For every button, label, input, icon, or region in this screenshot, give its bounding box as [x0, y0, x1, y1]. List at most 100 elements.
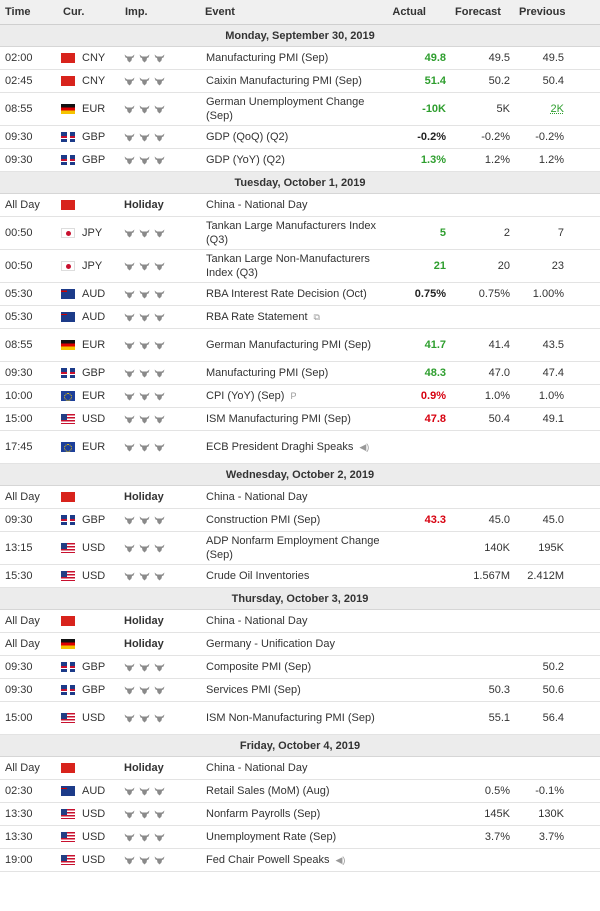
event-name-cell[interactable]: Manufacturing PMI (Sep)	[200, 46, 380, 70]
event-row[interactable]: 09:30 GBP GDP (QoQ) (Q2) -0.2% -0.2% -0.2%	[0, 125, 600, 149]
event-name-cell[interactable]: GDP (YoY) (Q2)	[200, 148, 380, 172]
event-name[interactable]: RBA Interest Rate Decision (Oct)	[206, 288, 367, 300]
event-name-cell[interactable]: Retail Sales (MoM) (Aug)	[200, 779, 380, 803]
event-name[interactable]: Caixin Manufacturing PMI (Sep)	[206, 75, 362, 87]
event-name-cell[interactable]: Germany - Unification Day	[200, 632, 380, 656]
event-name-cell[interactable]: RBA Rate Statement ⧉	[200, 305, 380, 329]
event-name-cell[interactable]: CPI (YoY) (Sep) P	[200, 384, 380, 408]
event-name-cell[interactable]: China - National Day	[200, 193, 380, 217]
event-row[interactable]: 00:50 JPY Tankan Large Manufacturers Index…	[0, 216, 600, 250]
event-name[interactable]: Germany - Unification Day	[206, 638, 335, 650]
event-row[interactable]: 09:30 GBP GDP (YoY) (Q2) 1.3% 1.2% 1.2%	[0, 148, 600, 172]
event-row[interactable]: 13:30 USD Unemployment Rate (Sep) 3.7% 3.7%	[0, 825, 600, 849]
event-name[interactable]: China - National Day	[206, 199, 308, 211]
event-name-cell[interactable]: ECB President Draghi Speaks ◀)	[200, 430, 380, 464]
event-name-cell[interactable]: Tankan Large Non-Manufacturers Index (Q3…	[200, 249, 380, 283]
event-name[interactable]: Tankan Large Manufacturers Index (Q3)	[206, 220, 376, 246]
event-row[interactable]: 19:00 USD Fed Chair Powell Speaks ◀)	[0, 848, 600, 872]
event-row[interactable]: All Day Holiday China - National Day	[0, 756, 600, 780]
event-name-cell[interactable]: Composite PMI (Sep)	[200, 655, 380, 679]
header-time[interactable]: Time	[0, 0, 58, 25]
event-row[interactable]: 09:30 GBP Composite PMI (Sep) 50.2	[0, 655, 600, 679]
event-row[interactable]: 15:00 USD ISM Non-Manufacturing PMI (Sep) 5…	[0, 701, 600, 735]
event-name-cell[interactable]: China - National Day	[200, 609, 380, 633]
header-actual[interactable]: Actual	[380, 0, 450, 25]
event-row[interactable]: 02:45 CNY Caixin Manufacturing PMI (Sep) 51…	[0, 69, 600, 93]
event-row[interactable]: All Day Holiday China - National Day	[0, 609, 600, 633]
event-name[interactable]: Retail Sales (MoM) (Aug)	[206, 785, 330, 797]
event-name[interactable]: Fed Chair Powell Speaks	[206, 853, 330, 866]
event-name[interactable]: China - National Day	[206, 762, 308, 774]
header-importance[interactable]: Imp.	[120, 0, 200, 25]
event-name[interactable]: GDP (YoY) (Q2)	[206, 154, 285, 166]
event-name-cell[interactable]: China - National Day	[200, 485, 380, 509]
event-name[interactable]: German Unemployment Change (Sep)	[206, 96, 365, 122]
event-name-cell[interactable]: ISM Manufacturing PMI (Sep)	[200, 407, 380, 431]
event-row[interactable]: 05:30 AUD RBA Rate Statement ⧉	[0, 305, 600, 329]
event-name-cell[interactable]: Services PMI (Sep)	[200, 678, 380, 702]
event-name-cell[interactable]: Manufacturing PMI (Sep)	[200, 361, 380, 385]
event-name[interactable]: Tankan Large Non-Manufacturers Index (Q3…	[206, 253, 370, 279]
event-name[interactable]: RBA Rate Statement	[206, 310, 308, 323]
event-row[interactable]: 13:30 USD Nonfarm Payrolls (Sep) 145K 130K	[0, 802, 600, 826]
event-row[interactable]: 15:30 USD Crude Oil Inventories 1.567M 2.412…	[0, 564, 600, 588]
header-currency[interactable]: Cur.	[58, 0, 120, 25]
event-name[interactable]: GDP (QoQ) (Q2)	[206, 131, 289, 143]
event-name[interactable]: China - National Day	[206, 491, 308, 503]
event-name[interactable]: CPI (YoY) (Sep)	[206, 389, 285, 402]
event-name-cell[interactable]: ADP Nonfarm Employment Change (Sep)	[200, 531, 380, 565]
header-forecast[interactable]: Forecast	[450, 0, 514, 25]
event-name[interactable]: China - National Day	[206, 615, 308, 627]
header-previous[interactable]: Previous	[514, 0, 600, 25]
event-name-cell[interactable]: Tankan Large Manufacturers Index (Q3)	[200, 216, 380, 250]
event-name-cell[interactable]: RBA Interest Rate Decision (Oct)	[200, 282, 380, 306]
event-row[interactable]: 02:00 CNY Manufacturing PMI (Sep) 49.8 49.5 4…	[0, 46, 600, 70]
event-row[interactable]: 15:00 USD ISM Manufacturing PMI (Sep) 47.8 5…	[0, 407, 600, 431]
de-flag-icon	[61, 104, 75, 115]
event-row[interactable]: 05:30 AUD RBA Interest Rate Decision (Oct)…	[0, 282, 600, 306]
event-name[interactable]: Composite PMI (Sep)	[206, 661, 312, 673]
event-name[interactable]: ISM Manufacturing PMI (Sep)	[206, 413, 351, 425]
event-row[interactable]: All Day Holiday China - National Day	[0, 193, 600, 217]
event-name[interactable]: Crude Oil Inventories	[206, 570, 310, 582]
event-name-cell[interactable]: GDP (QoQ) (Q2)	[200, 125, 380, 149]
event-name-cell[interactable]: Caixin Manufacturing PMI (Sep)	[200, 69, 380, 93]
event-name[interactable]: Construction PMI (Sep)	[206, 514, 321, 526]
bull-importance-icon	[139, 810, 150, 819]
event-row[interactable]: All Day Holiday Germany - Unification Day	[0, 632, 600, 656]
event-name[interactable]: ISM Non-Manufacturing PMI (Sep)	[206, 712, 375, 724]
event-row[interactable]: 00:50 JPY Tankan Large Non-Manufacturers I…	[0, 249, 600, 283]
event-row[interactable]: 09:30 GBP Construction PMI (Sep) 43.3 45.0 45…	[0, 508, 600, 532]
event-time: All Day	[0, 756, 58, 780]
event-name-cell[interactable]: Fed Chair Powell Speaks ◀)	[200, 848, 380, 872]
event-name-cell[interactable]: Nonfarm Payrolls (Sep)	[200, 802, 380, 826]
event-name-cell[interactable]: German Unemployment Change (Sep)	[200, 92, 380, 126]
event-row[interactable]: All Day Holiday China - National Day	[0, 485, 600, 509]
event-name[interactable]: Nonfarm Payrolls (Sep)	[206, 808, 321, 820]
event-row[interactable]: 17:45 EUR ECB President Draghi Speaks ◀)	[0, 430, 600, 464]
bull-importance-icon	[139, 290, 150, 299]
header-event[interactable]: Event	[200, 0, 380, 25]
event-name[interactable]: German Manufacturing PMI (Sep)	[206, 339, 372, 351]
event-row[interactable]: 08:55 EUR German Manufacturing PMI (Sep) 41…	[0, 328, 600, 362]
event-name-cell[interactable]: Construction PMI (Sep)	[200, 508, 380, 532]
event-name[interactable]: Services PMI (Sep)	[206, 684, 301, 696]
event-row[interactable]: 09:30 GBP Manufacturing PMI (Sep) 48.3 47.0 4…	[0, 361, 600, 385]
event-name-cell[interactable]: German Manufacturing PMI (Sep)	[200, 328, 380, 362]
event-name-cell[interactable]: Crude Oil Inventories	[200, 564, 380, 588]
event-name[interactable]: Manufacturing PMI (Sep)	[206, 367, 329, 379]
event-row[interactable]: 08:55 EUR German Unemployment Change (Sep)…	[0, 92, 600, 126]
event-row[interactable]: 10:00 EUR CPI (YoY) (Sep) P 0.9% 1.0% 1.0%	[0, 384, 600, 408]
event-name-cell[interactable]: China - National Day	[200, 756, 380, 780]
event-row[interactable]: 09:30 GBP Services PMI (Sep) 50.3 50.6	[0, 678, 600, 702]
event-row[interactable]: 02:30 AUD Retail Sales (MoM) (Aug) 0.5% -0.1…	[0, 779, 600, 803]
event-name[interactable]: Manufacturing PMI (Sep)	[206, 52, 329, 64]
revised-previous-value[interactable]: 2K	[550, 103, 564, 115]
event-name[interactable]: Unemployment Rate (Sep)	[206, 831, 337, 843]
event-name[interactable]: ECB President Draghi Speaks	[206, 440, 354, 453]
event-row[interactable]: 13:15 USD ADP Nonfarm Employment Change (S…	[0, 531, 600, 565]
event-name-cell[interactable]: ISM Non-Manufacturing PMI (Sep)	[200, 701, 380, 735]
event-actual	[380, 779, 450, 803]
event-name-cell[interactable]: Unemployment Rate (Sep)	[200, 825, 380, 849]
event-name[interactable]: ADP Nonfarm Employment Change (Sep)	[206, 535, 380, 561]
